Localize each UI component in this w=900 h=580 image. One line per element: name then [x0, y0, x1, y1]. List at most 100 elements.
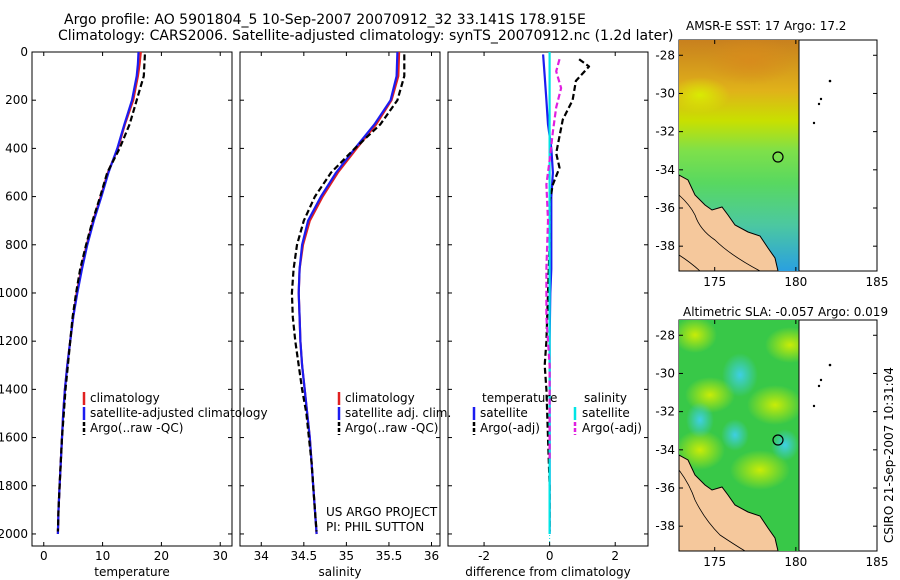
legend-label-satellite: satellite-adjusted climatology	[90, 406, 268, 420]
map-y-tick-label: -38	[655, 519, 675, 533]
legend-label-climatology: climatology	[345, 391, 415, 405]
sst-heatmap	[679, 40, 799, 271]
y-tick-label: 800	[5, 238, 28, 252]
map-y-tick-label: -32	[655, 125, 675, 139]
difference-x-axis-label: difference from climatology	[465, 565, 631, 579]
y-tick-label: 2000	[0, 527, 28, 541]
sla-float-marker	[772, 434, 784, 446]
legend-label-sal-satellite: satellite	[582, 406, 630, 420]
map-y-tick-label: -36	[655, 201, 675, 215]
sla-heatmap	[679, 320, 799, 551]
sla-low-patch	[771, 429, 799, 461]
x-tick-label: 0	[40, 549, 48, 563]
difference-panel: -2 0 2 difference from climatology	[447, 51, 649, 579]
sla-land-north-island	[679, 454, 779, 551]
temperature-panel: 0 10 20 30 0 200 400 600 800 1000 1200 1400 1600 1800…	[0, 45, 233, 579]
y-tick-label: 0	[20, 45, 28, 59]
legend-title-salinity: salinity	[584, 391, 627, 405]
y-tick-label: 200	[5, 93, 28, 107]
legend-label-temp-argo: Argo(-adj)	[480, 421, 540, 435]
y-tick-label: 1800	[0, 479, 28, 493]
salinity-x-axis-label: salinity	[318, 565, 361, 579]
salinity-plot-frame	[239, 51, 441, 547]
sst-map-title: AMSR-E SST: 17 Argo: 17.2	[686, 19, 846, 33]
sla-high-patch	[679, 430, 725, 470]
map-x-tick-label: 185	[866, 275, 889, 289]
sla-axes: 175 180 185 -28 -30 -32 -34 -36 -38	[655, 320, 888, 569]
legend-label-sal-argo: Argo(-adj)	[582, 421, 642, 435]
title-line-1: Argo profile: AO 5901804_5 10-Sep-2007 2…	[64, 12, 586, 28]
legend-label-argo: Argo(..raw -QC)	[90, 421, 183, 435]
sst-warm-patch	[705, 40, 795, 85]
island-dot	[817, 102, 821, 106]
island-dot	[819, 378, 823, 382]
sla-high-patch	[765, 327, 799, 363]
y-tick-label: 1400	[0, 382, 28, 396]
map-x-tick-label: 180	[784, 555, 807, 569]
sla-high-patch	[747, 385, 799, 425]
sla-low-patch	[686, 402, 714, 438]
sst-float-marker	[772, 151, 784, 163]
sst-contour	[679, 194, 761, 271]
legend-title-temperature: temperature	[482, 391, 557, 405]
map-y-tick-label: -32	[655, 405, 675, 419]
salinity-legend: climatology satellite adj. clim. Argo(..…	[337, 391, 451, 435]
x-tick-label: 0	[546, 549, 554, 563]
sst-map-panel: AMSR-E SST: 17 Argo: 17.2 175 180 185 -28 -3…	[655, 19, 888, 289]
sla-high-patch	[730, 450, 790, 490]
series-line-salinity-argo-adj	[545, 58, 563, 462]
legend-label-satellite: satellite adj. clim.	[345, 406, 451, 420]
sla-map-panel: Altimetric SLA: -0.057 Argo: 0.019 175 18…	[655, 305, 888, 569]
title-line-2: Climatology: CARS2006. Satellite-adjuste…	[58, 28, 674, 44]
x-tick-label: 35.5	[376, 549, 403, 563]
x-tick-label: 20	[154, 549, 169, 563]
x-tick-label: 36	[424, 549, 439, 563]
island-dot	[819, 97, 823, 101]
island-dot	[812, 404, 816, 408]
y-tick-label: 1000	[0, 286, 28, 300]
x-tick-label: 34	[254, 549, 269, 563]
map-y-tick-label: -28	[655, 328, 675, 342]
map-y-tick-label: -34	[655, 443, 675, 457]
y-tick-label: 600	[5, 190, 28, 204]
y-tick-label: 1600	[0, 431, 28, 445]
y-tick-label: 1200	[0, 334, 28, 348]
map-x-tick-label: 175	[703, 275, 726, 289]
map-x-tick-label: 180	[784, 275, 807, 289]
island-dot	[828, 79, 832, 83]
sst-warm-patch	[679, 77, 730, 113]
salinity-panel: 34 34.5 35 35.5 36 salinity	[239, 51, 441, 579]
series-line-temperature-argo-adj	[543, 58, 591, 532]
sla-map-title: Altimetric SLA: -0.057 Argo: 0.019	[683, 305, 888, 319]
temperature-x-axis-label: temperature	[94, 565, 169, 579]
map-y-tick-label: -36	[655, 481, 675, 495]
x-tick-label: 35	[339, 549, 354, 563]
map-x-tick-label: 185	[866, 555, 889, 569]
map-y-tick-label: -30	[655, 86, 675, 100]
temperature-legend: climatology satellite-adjusted climatolo…	[82, 391, 268, 435]
temperature-plot-frame	[31, 51, 233, 547]
sla-islands	[812, 363, 832, 408]
x-tick-label: 34.5	[290, 549, 317, 563]
sst-axes: 175 180 185 -28 -30 -32 -34 -36 -38	[655, 40, 888, 289]
legend-label-temp-satellite: satellite	[480, 406, 528, 420]
map-x-tick-label: 175	[703, 555, 726, 569]
sla-low-patch	[722, 353, 758, 397]
sla-high-patch	[679, 320, 717, 353]
x-tick-label: 30	[213, 549, 228, 563]
map-y-tick-label: -34	[655, 163, 675, 177]
sst-contour	[679, 254, 701, 271]
project-note-line-2: PI: PHIL SUTTON	[326, 520, 424, 534]
project-note-line-1: US ARGO PROJECT	[326, 505, 438, 519]
map-y-tick-label: -28	[655, 48, 675, 62]
legend-label-argo: Argo(..raw -QC)	[345, 421, 438, 435]
sst-islands	[812, 79, 832, 125]
map-y-tick-label: -38	[655, 239, 675, 253]
island-dot	[817, 384, 821, 388]
difference-legend: temperature satellite Argo(-adj) salinit…	[472, 391, 642, 435]
timestamp-side-label: CSIRO 21-Sep-2007 10:31:04	[882, 367, 896, 543]
series-line-argo-raw-qc	[290, 54, 406, 532]
x-tick-label: 10	[95, 549, 110, 563]
sla-contour	[679, 469, 746, 551]
